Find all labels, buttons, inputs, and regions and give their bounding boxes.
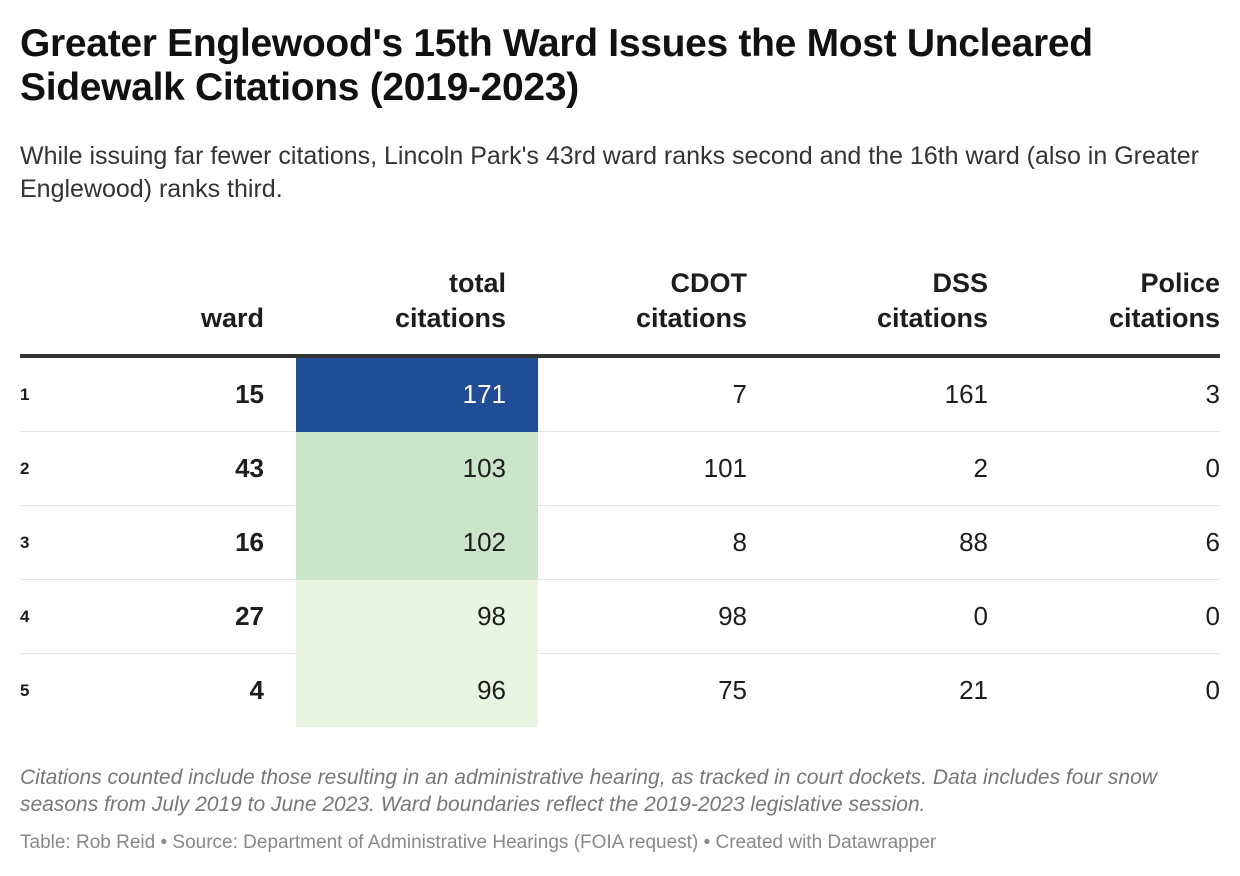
table-row: 2 43 103 101 2 0 — [20, 431, 1220, 506]
table-row: 3 16 102 8 88 6 — [20, 505, 1220, 580]
header-cdot-label: CDOT citations — [635, 268, 747, 333]
chart-credit: Table: Rob Reid • Source: Department of … — [20, 832, 937, 853]
cell-total-citations: 171 — [296, 356, 538, 432]
cell-ward: 43 — [90, 431, 296, 506]
table-body: 1 15 171 7 161 3 2 43 103 101 2 0 3 16 102 8 88 6 4 27 98 98 0… — [20, 356, 1220, 727]
header-total-citations: total citations — [296, 258, 538, 358]
cell-rank: 3 — [20, 505, 90, 580]
cell-police-citations: 3 — [1020, 356, 1220, 432]
header-police-citations: Police citations — [1020, 258, 1220, 358]
cell-rank: 2 — [20, 431, 90, 506]
header-rank — [20, 258, 90, 358]
cell-police-citations: 6 — [1020, 505, 1220, 580]
cell-dss-citations: 88 — [779, 505, 1020, 580]
cell-ward: 15 — [90, 356, 296, 432]
header-police-label: Police citations — [1108, 268, 1220, 333]
cell-rank: 1 — [20, 356, 90, 432]
table-row: 1 15 171 7 161 3 — [20, 356, 1220, 432]
cell-police-citations: 0 — [1205, 675, 1220, 705]
cell-ward: 27 — [90, 579, 296, 654]
cell-ward: 16 — [90, 505, 296, 580]
cell-dss-citations: 0 — [779, 579, 1020, 654]
cell-cdot-citations: 75 — [718, 675, 747, 705]
cell-total-citations: 103 — [296, 431, 538, 506]
cell-dss-citations: 2 — [779, 431, 1020, 506]
cell-cdot-citations: 101 — [538, 431, 779, 506]
header-dss-citations: DSS citations — [779, 258, 1020, 358]
cell-total-citations: 98 — [296, 579, 538, 654]
cell-total-citations: 96 — [296, 653, 538, 727]
chart-notes: Citations counted include those resultin… — [20, 766, 1157, 816]
header-total-label: total citations — [394, 268, 506, 333]
header-dss-label: DSS citations — [876, 268, 988, 333]
cell-rank: 5 — [20, 680, 30, 700]
cell-police-citations: 0 — [1020, 431, 1220, 506]
table-row: 4 27 98 98 0 0 — [20, 579, 1220, 654]
citations-table: ward total citations CDOT citations DSS … — [20, 258, 1220, 727]
chart-subtitle: While issuing far fewer citations, Linco… — [20, 142, 1199, 203]
header-cdot-citations: CDOT citations — [538, 258, 779, 358]
table-row: 5 4 96 75 21 0 — [20, 653, 1220, 727]
cell-cdot-citations: 8 — [538, 505, 779, 580]
header-ward: ward — [90, 258, 296, 358]
cell-ward: 4 — [249, 675, 264, 705]
cell-dss-citations: 21 — [959, 675, 988, 705]
cell-total-citations: 102 — [296, 505, 538, 580]
cell-police-citations: 0 — [1020, 579, 1220, 654]
cell-cdot-citations: 7 — [538, 356, 779, 432]
chart-title: Greater Englewood's 15th Ward Issues the… — [20, 22, 1093, 109]
table-header-row: ward total citations CDOT citations DSS … — [20, 258, 1220, 358]
cell-cdot-citations: 98 — [538, 579, 779, 654]
cell-dss-citations: 161 — [779, 356, 1020, 432]
cell-rank: 4 — [20, 579, 90, 654]
